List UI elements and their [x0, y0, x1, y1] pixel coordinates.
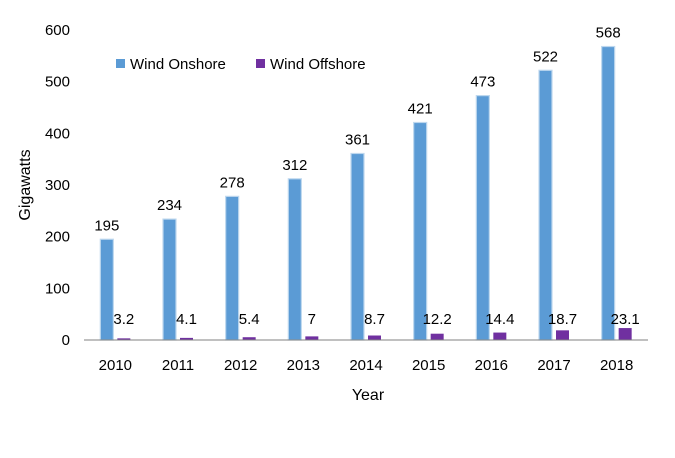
x-tick-label: 2011 — [162, 357, 194, 374]
bar-wind-offshore-2011 — [180, 337, 193, 340]
data-label-wind-offshore: 23.1 — [611, 311, 640, 328]
bar-wind-offshore-2017 — [556, 330, 569, 340]
bar-wind-offshore-2018 — [618, 328, 632, 340]
legend-label-wind-onshore: Wind Onshore — [130, 56, 226, 73]
x-tick-label: 2018 — [600, 357, 633, 374]
data-label-wind-onshore: 361 — [345, 131, 370, 148]
y-tick-label: 100 — [45, 280, 70, 297]
y-axis-title: Gigawatts — [17, 149, 34, 220]
data-label-wind-offshore: 14.4 — [485, 311, 514, 328]
bar-wind-onshore-2013 — [287, 178, 302, 341]
legend: Wind Onshore Wind Offshore — [116, 56, 366, 73]
bar-wind-offshore-2013 — [305, 336, 319, 340]
y-tick-label: 300 — [45, 177, 70, 194]
bars-group — [99, 45, 632, 341]
bar-wind-offshore-2015 — [430, 333, 444, 340]
bar-wind-onshore-2012 — [225, 195, 240, 341]
x-axis-ticks: 2010 2011 2012 2013 2014 2015 2016 2017 2018 — [99, 357, 634, 374]
y-axis-ticks: 0 100 200 300 400 500 600 — [45, 22, 70, 349]
data-label-wind-offshore: 18.7 — [548, 311, 577, 328]
bar-wind-onshore-2010 — [99, 238, 114, 341]
data-label-wind-onshore: 522 — [533, 48, 558, 65]
legend-swatch-wind-onshore — [116, 59, 125, 68]
y-tick-label: 400 — [45, 125, 70, 142]
data-label-wind-onshore: 421 — [408, 100, 433, 117]
data-label-wind-onshore: 278 — [220, 174, 245, 191]
x-axis-title: Year — [352, 387, 385, 404]
data-labels-group: 195 3.2 234 4.1 278 5.4 312 7 361 8.7 421 12.2 473 14… — [94, 25, 639, 328]
data-label-wind-offshore: 5.4 — [239, 311, 260, 328]
legend-swatch-wind-offshore — [256, 59, 265, 68]
bar-wind-onshore-2018 — [601, 45, 616, 341]
data-label-wind-onshore: 312 — [282, 157, 307, 174]
y-tick-label: 0 — [62, 332, 70, 349]
data-label-wind-offshore: 3.2 — [113, 311, 134, 328]
data-label-wind-onshore: 473 — [470, 74, 495, 91]
x-tick-label: 2015 — [412, 357, 445, 374]
bar-wind-offshore-2012 — [242, 337, 256, 340]
data-label-wind-onshore: 195 — [94, 217, 119, 234]
x-tick-label: 2016 — [475, 357, 508, 374]
bar-wind-offshore-2010 — [117, 338, 131, 340]
x-tick-label: 2014 — [349, 357, 382, 374]
x-tick-label: 2012 — [224, 357, 257, 374]
y-tick-label: 600 — [45, 22, 70, 39]
x-tick-label: 2013 — [287, 357, 320, 374]
data-label-wind-onshore: 234 — [157, 197, 182, 214]
x-tick-label: 2017 — [537, 357, 570, 374]
data-label-wind-offshore: 7 — [308, 311, 316, 328]
data-label-wind-offshore: 8.7 — [364, 311, 385, 328]
bar-wind-onshore-2017 — [538, 69, 553, 341]
legend-label-wind-offshore: Wind Offshore — [270, 56, 366, 73]
bar-wind-offshore-2014 — [368, 335, 381, 340]
y-tick-label: 500 — [45, 74, 70, 91]
x-tick-label: 2010 — [99, 357, 132, 374]
bar-wind-onshore-2016 — [475, 95, 490, 341]
data-label-wind-offshore: 12.2 — [423, 311, 452, 328]
bar-wind-onshore-2014 — [350, 152, 365, 341]
data-label-wind-onshore: 568 — [596, 25, 621, 42]
bar-wind-onshore-2015 — [413, 121, 428, 341]
y-tick-label: 200 — [45, 229, 70, 246]
bar-wind-onshore-2011 — [162, 218, 177, 341]
data-label-wind-offshore: 4.1 — [176, 311, 197, 328]
bar-wind-offshore-2016 — [493, 332, 507, 340]
